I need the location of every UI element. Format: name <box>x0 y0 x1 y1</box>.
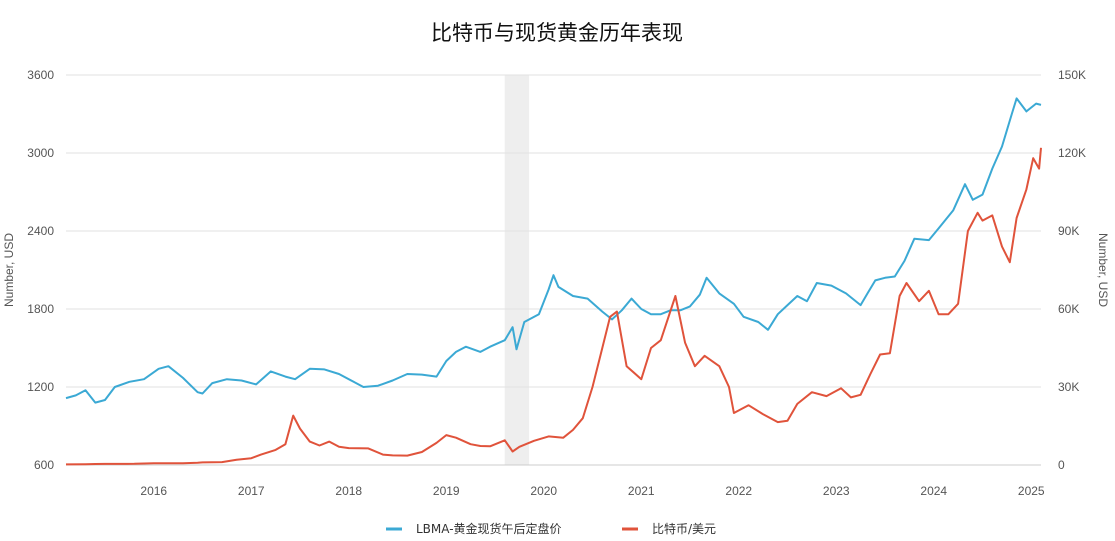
y-right-tick-label: 0 <box>1058 458 1065 472</box>
series-line-gold <box>65 97 1042 404</box>
y-right-tick-label: 30K <box>1058 380 1079 394</box>
y-right-tick-label: 90K <box>1058 224 1079 238</box>
y-left-tick-label: 3000 <box>27 146 54 160</box>
x-tick-label: 2017 <box>238 484 265 498</box>
y-left-tick-label: 1200 <box>27 380 54 394</box>
x-tick-label: 2024 <box>920 484 947 498</box>
x-tick-label: 2022 <box>725 484 752 498</box>
legend-label-gold: LBMA-黄金现货午后定盘价 <box>416 521 562 536</box>
x-tick-label: 2016 <box>140 484 167 498</box>
y-right-tick-label: 150K <box>1058 68 1086 82</box>
y-right-tick-label: 120K <box>1058 146 1086 160</box>
gridlines <box>66 74 1041 466</box>
tick-labels: 600 0 1200 30K 1800 60K 2400 90K 3000 120K 3600 150… <box>27 68 1086 498</box>
y-left-tick-label: 3600 <box>27 68 54 82</box>
highlight-band <box>504 75 530 465</box>
x-tick-label: 2020 <box>530 484 557 498</box>
x-tick-label: 2019 <box>433 484 460 498</box>
y-left-tick-label: 600 <box>34 458 54 472</box>
x-tick-label: 2021 <box>628 484 655 498</box>
x-tick-label: 2018 <box>335 484 362 498</box>
legend: LBMA-黄金现货午后定盘价 比特币/美元 <box>386 521 716 536</box>
chart-title: 比特币与现货黄金历年表现 <box>431 21 683 45</box>
legend-item-btc[interactable]: 比特币/美元 <box>622 521 716 536</box>
y-right-axis-title: Number, USD <box>1096 233 1110 307</box>
series-lines <box>65 97 1042 466</box>
highlight-band-layer <box>504 75 530 465</box>
x-tick-label: 2025 <box>1018 484 1045 498</box>
legend-label-btc: 比特币/美元 <box>652 521 716 536</box>
y-left-tick-label: 1800 <box>27 302 54 316</box>
y-right-tick-label: 60K <box>1058 302 1079 316</box>
y-left-axis-title: Number, USD <box>2 233 16 307</box>
x-tick-label: 2023 <box>823 484 850 498</box>
legend-item-gold[interactable]: LBMA-黄金现货午后定盘价 <box>386 521 562 536</box>
series-line-btc <box>65 147 1042 466</box>
y-left-tick-label: 2400 <box>27 224 54 238</box>
